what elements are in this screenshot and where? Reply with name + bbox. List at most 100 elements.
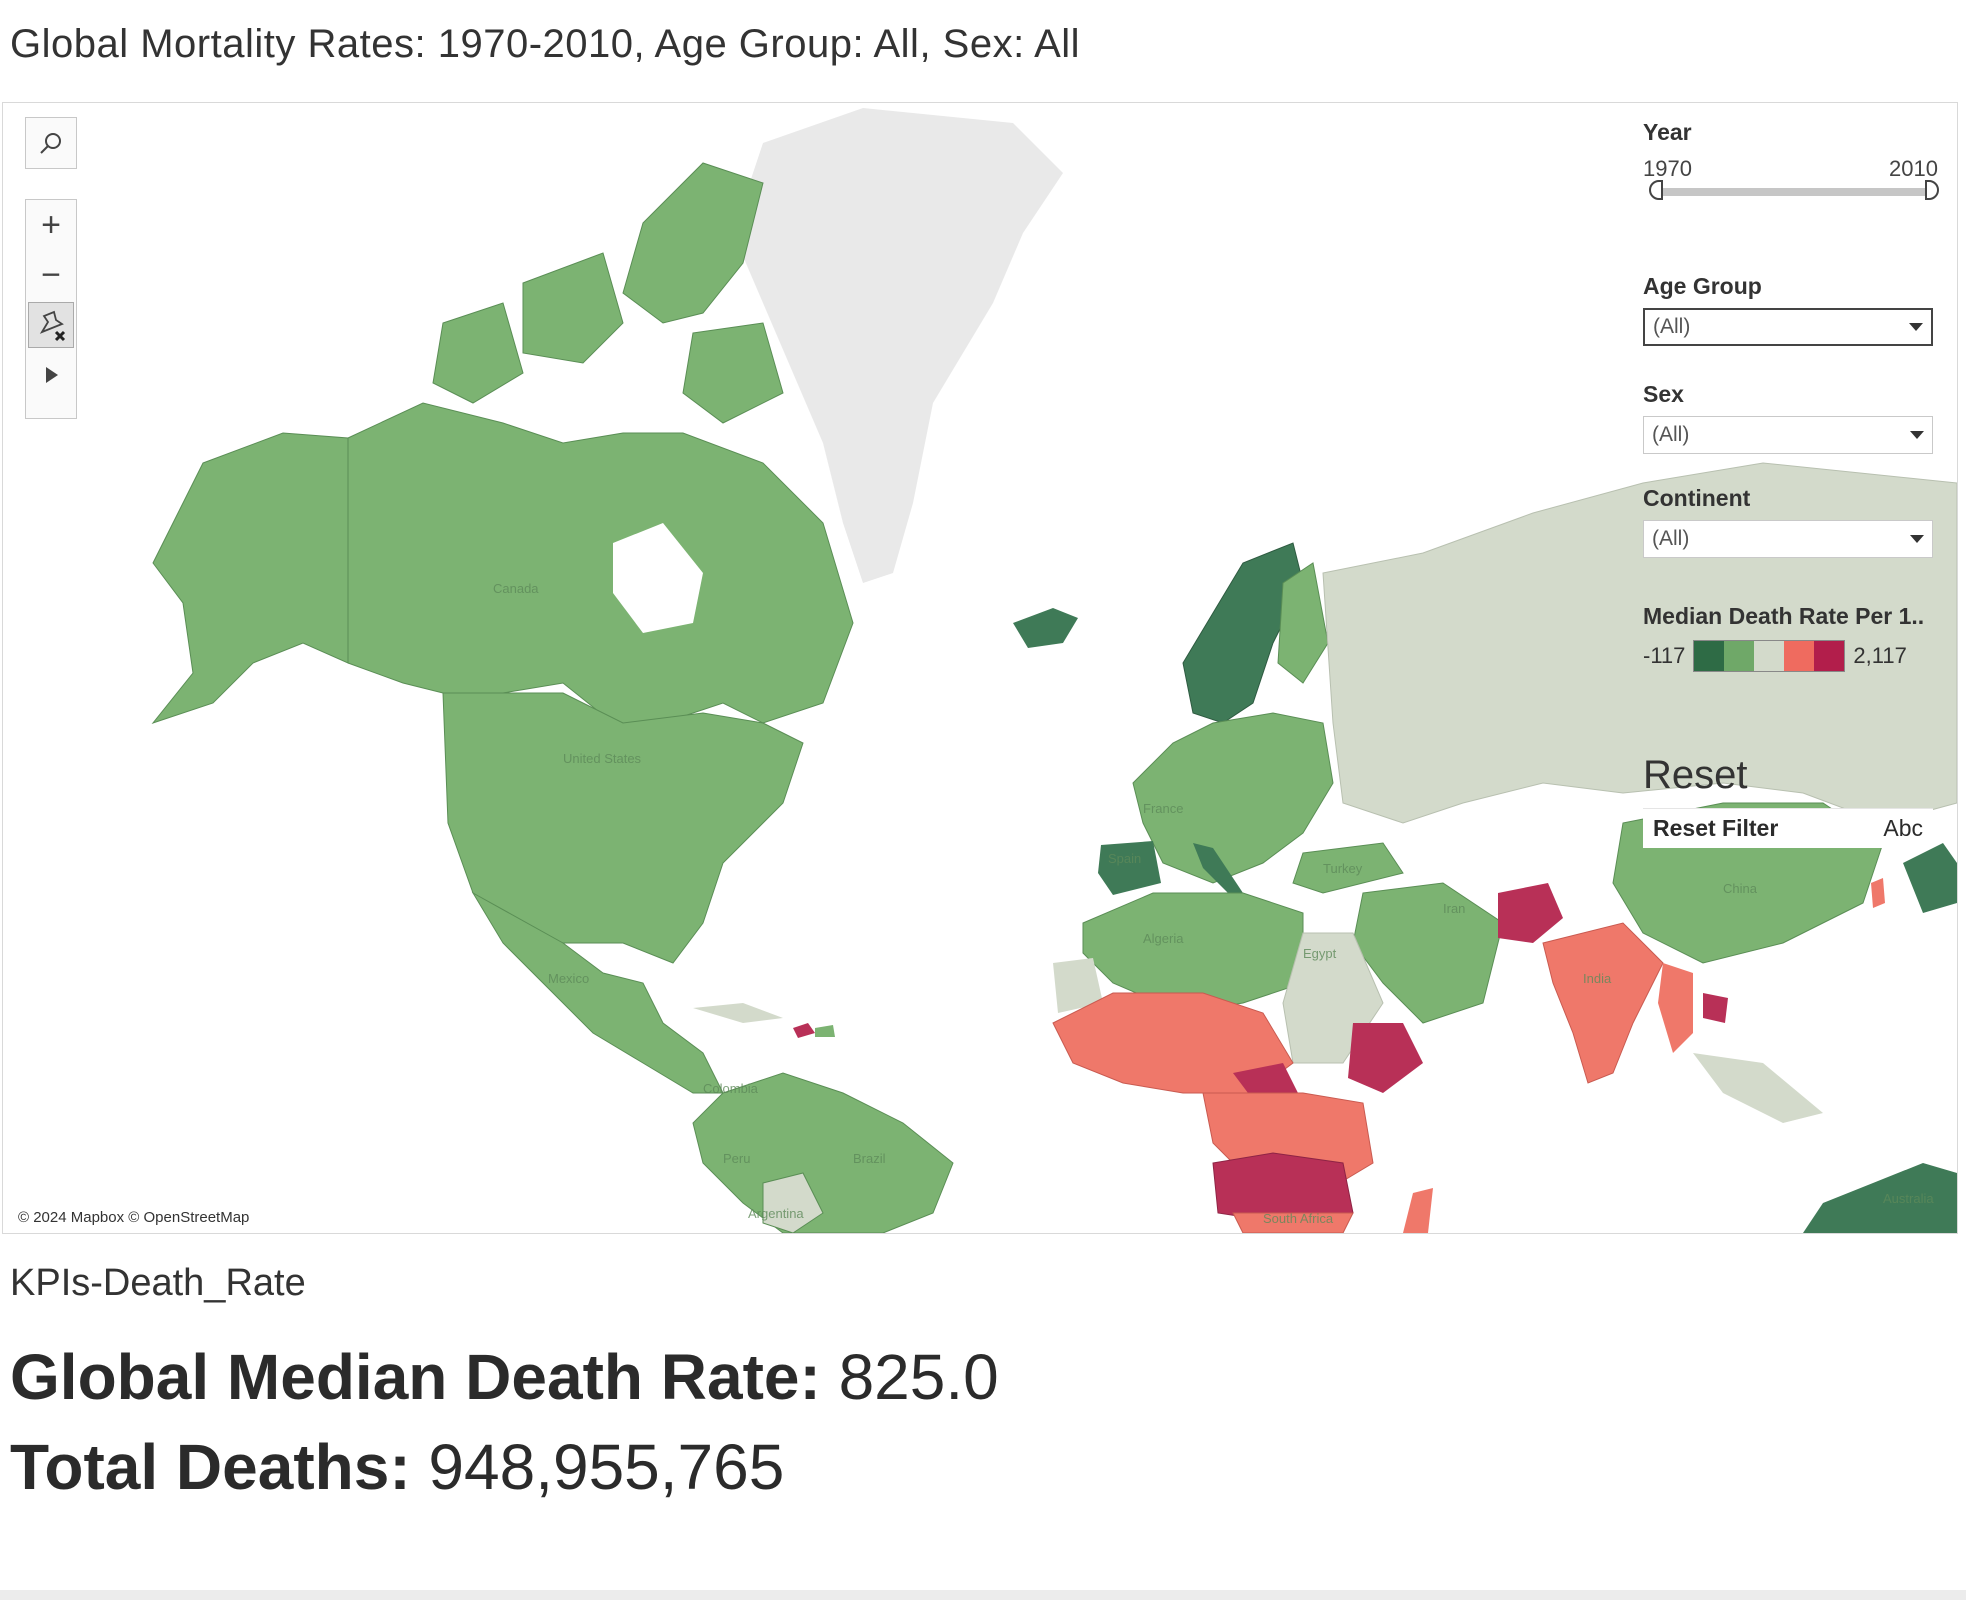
region-ethiopia[interactable] — [1348, 1023, 1423, 1093]
region-cambodia[interactable] — [1703, 993, 1728, 1023]
label-argentina: Argentina — [748, 1206, 804, 1221]
region-haiti[interactable] — [793, 1023, 815, 1038]
legend-swatch-4[interactable] — [1784, 641, 1815, 671]
year-filter: Year 1970 2010 — [1643, 119, 1943, 200]
region-turkey[interactable] — [1292, 842, 1404, 894]
reset-abc-label: Abc — [1883, 815, 1923, 841]
label-egypt: Egypt — [1303, 946, 1337, 961]
label-mexico: Mexico — [548, 971, 589, 986]
page-title: Global Mortality Rates: 1970-2010, Age G… — [10, 22, 1081, 66]
region-afghanistan[interactable] — [1498, 883, 1563, 943]
region-india[interactable] — [1542, 922, 1664, 1084]
map-attribution[interactable]: © 2024 Mapbox © OpenStreetMap — [15, 1208, 253, 1227]
region-north-africa[interactable] — [1082, 892, 1304, 1014]
label-brazil: Brazil — [853, 1151, 886, 1166]
region-south-america[interactable] — [692, 1072, 954, 1233]
legend-min: -117 — [1643, 643, 1686, 668]
continent-dropdown[interactable]: (All) — [1643, 520, 1933, 558]
legend-swatches[interactable] — [1693, 640, 1846, 672]
label-canada: Canada — [493, 581, 539, 596]
year-filter-label: Year — [1643, 119, 1692, 145]
region-se-asia[interactable] — [1693, 1053, 1823, 1123]
label-colombia: Colombia — [703, 1081, 759, 1096]
legend-scale: -117 2,117 — [1643, 640, 1943, 672]
kpi-total-value: 948,955,765 — [428, 1431, 785, 1503]
region-bolivia[interactable] — [762, 1172, 824, 1233]
region-myanmar[interactable] — [1658, 963, 1693, 1053]
region-italy[interactable] — [1193, 843, 1243, 898]
label-australia: Australia — [1883, 1191, 1934, 1206]
label-united-states: United States — [563, 751, 642, 766]
region-western-sahara[interactable] — [1053, 958, 1103, 1013]
sex-value: (All) — [1652, 423, 1690, 446]
region-cuba[interactable] — [693, 1003, 783, 1023]
zoom-out-button[interactable]: − — [41, 255, 61, 294]
age-group-filter: Age Group (All) — [1643, 273, 1943, 346]
region-norway-sweden[interactable] — [1182, 542, 1304, 724]
region-canada-islands[interactable] — [432, 162, 784, 424]
region-australia[interactable] — [1803, 1163, 1957, 1233]
map-search-tool[interactable] — [25, 117, 77, 169]
reset-filter-button[interactable]: Reset Filter Abc — [1643, 808, 1933, 848]
legend-max: 2,117 — [1853, 643, 1907, 668]
region-spain[interactable] — [1098, 841, 1161, 895]
age-group-label: Age Group — [1643, 273, 1762, 299]
pin-reset-icon[interactable] — [28, 302, 74, 348]
kpi-median-value: 825.0 — [838, 1341, 999, 1413]
continent-filter: Continent (All) — [1643, 485, 1943, 558]
age-group-dropdown[interactable]: (All) — [1643, 308, 1933, 346]
region-hudson-bay[interactable] — [613, 523, 703, 633]
region-southern-africa[interactable] — [1232, 1212, 1354, 1233]
continent-value: (All) — [1652, 527, 1690, 550]
world-map[interactable]: Canada United States Mexico Colombia Per… — [3, 103, 1957, 1233]
footer-bar — [0, 1590, 1966, 1600]
label-south-africa: South Africa — [1263, 1211, 1334, 1226]
year-range-values: 1970 2010 — [1643, 156, 1938, 182]
kpi-median-label: Global Median Death Rate: — [10, 1341, 821, 1413]
region-iceland[interactable] — [1013, 608, 1078, 648]
region-korea[interactable] — [1871, 878, 1885, 908]
label-peru: Peru — [723, 1151, 750, 1166]
map-toolbar: + − — [25, 199, 77, 419]
year-min-label: 1970 — [1643, 156, 1692, 181]
map-view[interactable]: Canada United States Mexico Colombia Per… — [2, 102, 1958, 1234]
region-finland[interactable] — [1277, 562, 1329, 684]
year-slider-min-handle[interactable] — [1649, 180, 1663, 200]
year-max-label: 2010 — [1889, 156, 1938, 181]
reset-filter-label: Reset Filter — [1653, 815, 1779, 841]
age-group-value: (All) — [1653, 315, 1691, 338]
sex-filter: Sex (All) — [1643, 381, 1943, 454]
kpi-total-deaths: Total Deaths: 948,955,765 — [10, 1430, 784, 1504]
kpi-median-death-rate: Global Median Death Rate: 825.0 — [10, 1340, 999, 1414]
label-india: India — [1583, 971, 1612, 986]
region-alaska[interactable] — [151, 432, 349, 725]
sex-dropdown[interactable]: (All) — [1643, 416, 1933, 454]
kpi-total-label: Total Deaths: — [10, 1431, 411, 1503]
reset-panel: Reset Reset Filter Abc — [1643, 733, 1943, 848]
year-slider-max-handle[interactable] — [1925, 180, 1939, 200]
color-legend: Median Death Rate Per 1.. -117 2,117 — [1643, 603, 1943, 672]
legend-swatch-3[interactable] — [1754, 641, 1785, 671]
year-slider-track[interactable] — [1649, 180, 1939, 200]
chevron-down-icon — [1910, 535, 1924, 543]
region-europe[interactable] — [1132, 712, 1334, 884]
legend-swatch-2[interactable] — [1724, 641, 1755, 671]
zoom-in-button[interactable]: + — [41, 205, 61, 244]
region-japan[interactable] — [1903, 843, 1957, 913]
chevron-down-icon — [1910, 431, 1924, 439]
region-canada[interactable] — [347, 402, 854, 724]
legend-swatch-5[interactable] — [1814, 641, 1845, 671]
label-iran: Iran — [1443, 901, 1465, 916]
region-dominican[interactable] — [815, 1025, 835, 1037]
label-algeria: Algeria — [1143, 931, 1184, 946]
region-greenland[interactable] — [733, 108, 1063, 583]
play-icon[interactable] — [26, 350, 76, 400]
legend-swatch-1[interactable] — [1694, 641, 1725, 671]
legend-title: Median Death Rate Per 1.. — [1643, 603, 1925, 629]
region-madagascar[interactable] — [1403, 1188, 1433, 1233]
kpi-sheet-title: KPIs-Death_Rate — [10, 1262, 306, 1304]
label-france: France — [1143, 801, 1183, 816]
reset-title: Reset — [1643, 753, 1748, 797]
search-icon[interactable] — [26, 118, 76, 168]
label-spain: Spain — [1108, 851, 1141, 866]
